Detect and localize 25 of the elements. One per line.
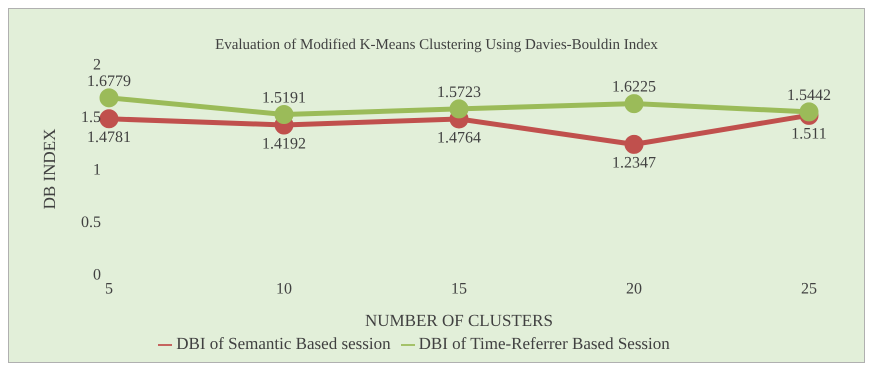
legend-label: DBI of Semantic Based session [176,334,391,353]
y-tick-label: 0 [93,266,101,284]
data-label: 1.5191 [262,89,306,106]
data-label: 1.4192 [262,135,306,152]
data-label: 1.6779 [87,72,131,90]
data-label: 1.5723 [437,84,481,101]
legend-label: DBI of Time-Referrer Based Session [418,334,670,353]
data-label: 1.4781 [87,129,131,146]
x-tick-label: 25 [801,280,817,298]
y-tick-label: 2 [93,56,101,74]
data-label: 1.2347 [612,154,656,172]
chart-title: Evaluation of Modified K-Means Clustering Using Davies-Bouldin Index [214,37,659,54]
x-tick-label: 5 [105,280,113,298]
x-tick-label: 10 [276,280,292,298]
y-tick-label: 1 [93,162,101,179]
y-tick-label: 0.5 [81,214,101,232]
x-axis-title: NUMBER OF CLUSTERS [365,311,553,330]
x-tick-label: 20 [626,280,642,298]
y-axis-title: DB INDEX [40,128,60,210]
data-label: 1.6225 [612,78,656,96]
x-tick-label: 15 [451,280,467,298]
data-label: 1.4764 [437,129,481,146]
data-label: 1.5442 [787,86,831,104]
y-tick-label: 1.5 [81,109,101,126]
data-label: 1.511 [791,126,827,143]
